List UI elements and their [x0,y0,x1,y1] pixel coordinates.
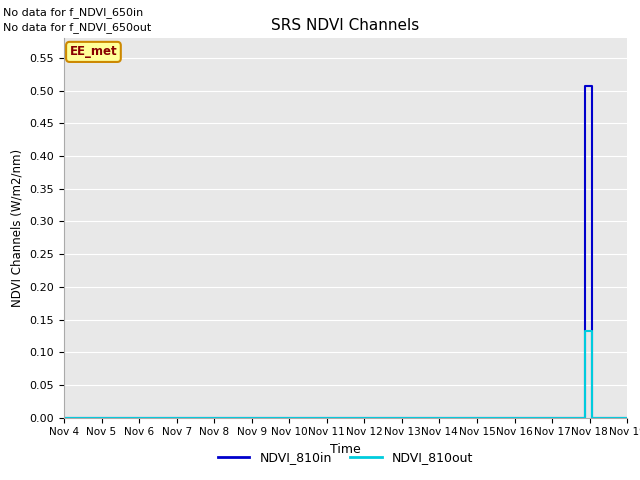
Text: No data for f_NDVI_650out: No data for f_NDVI_650out [3,22,152,33]
Text: EE_met: EE_met [70,46,117,59]
NDVI_810in [623,415,631,420]
NDVI_810out [581,415,589,420]
X-axis label: Time: Time [330,443,361,456]
Title: SRS NDVI Channels: SRS NDVI Channels [271,18,420,33]
NDVI_810in [60,415,68,420]
Y-axis label: NDVI Channels (W/m2/nm): NDVI Channels (W/m2/nm) [11,149,24,307]
NDVI_810in [581,415,589,420]
NDVI_810out [623,415,631,420]
Line: NDVI_810out: NDVI_810out [64,331,627,418]
NDVI_810out [588,415,595,420]
Line: NDVI_810in: NDVI_810in [64,86,627,418]
NDVI_810out [60,415,68,420]
NDVI_810in [588,83,595,89]
Legend: NDVI_810in, NDVI_810out: NDVI_810in, NDVI_810out [213,446,478,469]
NDVI_810in [588,415,595,420]
NDVI_810out [581,328,589,334]
NDVI_810out [588,328,595,334]
Text: No data for f_NDVI_650in: No data for f_NDVI_650in [3,7,143,18]
NDVI_810in [581,83,589,89]
